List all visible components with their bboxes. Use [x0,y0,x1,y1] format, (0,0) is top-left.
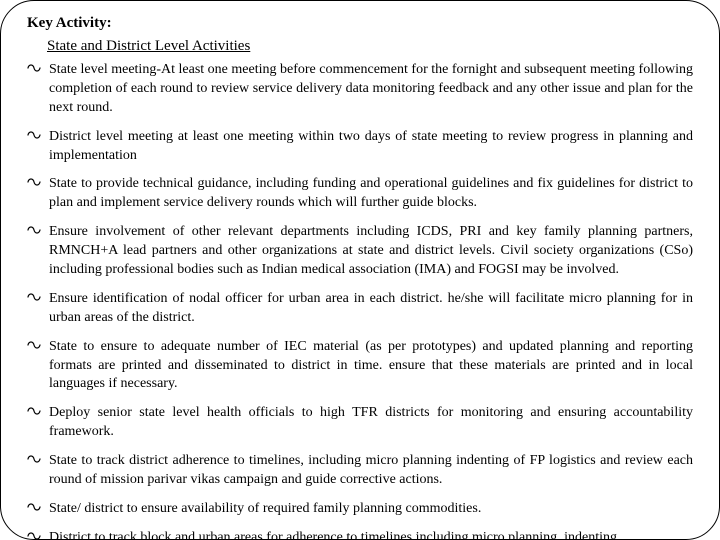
page-frame: Key Activity: State and District Level A… [0,0,720,540]
list-item: State to ensure to adequate number of IE… [27,338,693,395]
bullet-icon [27,502,41,514]
list-item: State to provide technical guidance, inc… [27,175,693,213]
list-item: State to track district adherence to tim… [27,452,693,490]
list-item: District level meeting at least one meet… [27,128,693,166]
bullet-icon [27,130,41,142]
page-subheading: State and District Level Activities [47,38,693,55]
list-item-text: District to track block and urban areas … [49,530,617,540]
bullet-icon [27,177,41,189]
bullet-icon [27,454,41,466]
list-item-text: State level meeting-At least one meeting… [49,62,693,115]
list-item: Ensure identification of nodal officer f… [27,290,693,328]
bullet-icon [27,406,41,418]
bullet-icon [27,531,41,540]
bullet-icon [27,63,41,75]
list-item-text: District level meeting at least one meet… [49,129,693,163]
activity-list: State level meeting-At least one meeting… [27,61,693,540]
list-item: State level meeting-At least one meeting… [27,61,693,118]
bullet-icon [27,292,41,304]
bullet-icon [27,225,41,237]
list-item-text: State to ensure to adequate number of IE… [49,339,693,392]
list-item-text: Ensure identification of nodal officer f… [49,291,693,325]
list-item-text: State/ district to ensure availability o… [49,501,481,516]
list-item: District to track block and urban areas … [27,529,693,540]
list-item: Deploy senior state level health officia… [27,404,693,442]
list-item-text: Ensure involvement of other relevant dep… [49,224,693,277]
list-item: State/ district to ensure availability o… [27,500,693,519]
list-item-text: Deploy senior state level health officia… [49,405,693,439]
bullet-icon [27,340,41,352]
list-item-text: State to provide technical guidance, inc… [49,176,693,210]
list-item: Ensure involvement of other relevant dep… [27,223,693,280]
list-item-text: State to track district adherence to tim… [49,453,693,487]
page-heading: Key Activity: [27,15,693,32]
